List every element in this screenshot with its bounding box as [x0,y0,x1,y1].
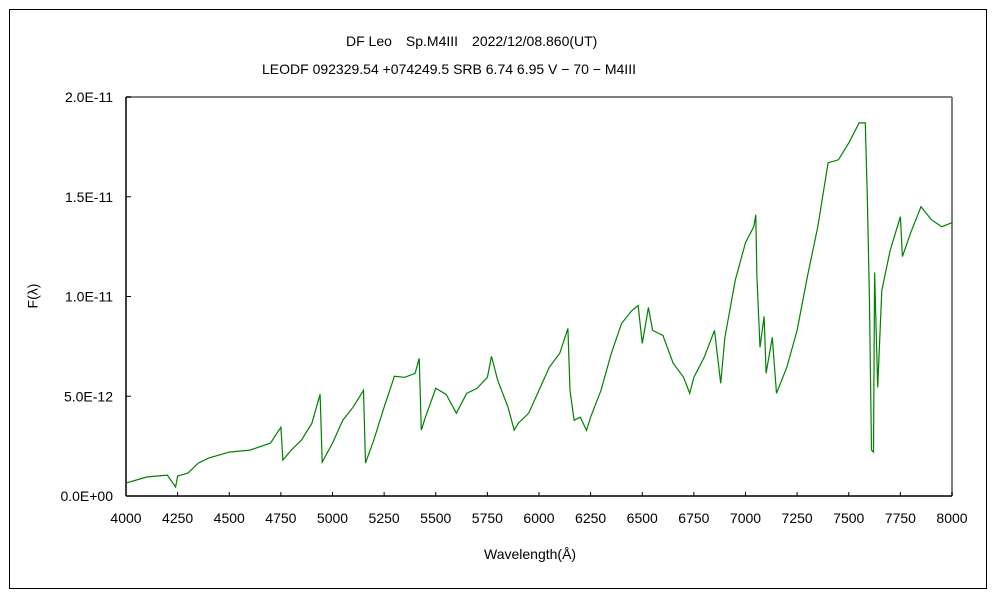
x-tick-label: 5500 [420,510,451,526]
x-tick-label: 5250 [369,510,400,526]
spectrum-line [125,122,953,489]
y-tick-label: 0.0E+00 [60,488,113,504]
y-tick-label: 5.0E-12 [64,388,113,404]
x-axis-label: Wavelength(Å) [484,546,577,562]
x-tick-label: 7000 [730,510,761,526]
x-tick-label: 7250 [782,510,813,526]
chart-subtitle: LEODF 092329.54 +074249.5 SRB 6.74 6.95 … [262,61,636,77]
x-tick-label: 7500 [833,510,864,526]
y-tick-label: 1.5E-11 [65,189,113,205]
y-tick-label: 1.0E-11 [65,289,113,305]
x-tick-label: 6000 [523,510,554,526]
x-tick-label: 4250 [162,510,193,526]
x-tick-label: 8000 [936,510,967,526]
chart-frame [9,9,987,589]
x-tick-label: 6500 [627,510,658,526]
x-tick-label: 7750 [885,510,916,526]
x-tick-label: 4500 [214,510,245,526]
x-tick-label: 4750 [265,510,296,526]
x-tick-label: 5000 [317,510,348,526]
chart-title: DF Leo Sp.M4III 2022/12/08.860(UT) [346,33,598,49]
x-tick-label: 4000 [110,510,141,526]
x-tick-label: 5750 [472,510,503,526]
y-tick-label: 2.0E-11 [65,89,113,105]
x-tick-label: 6250 [575,510,606,526]
x-tick-label: 6750 [678,510,709,526]
